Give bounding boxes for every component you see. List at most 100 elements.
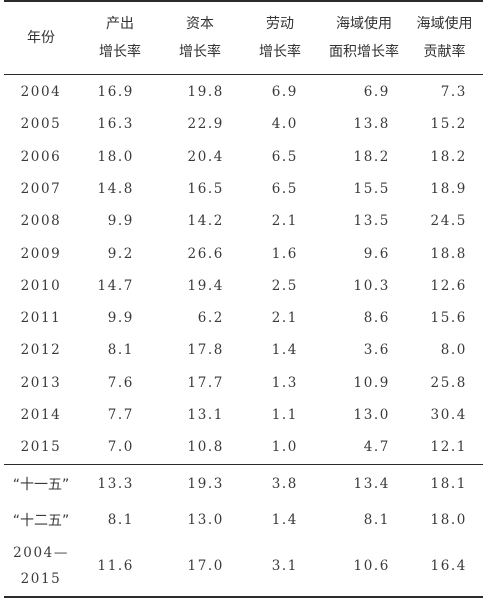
cell-labor: 6.9 — [271, 84, 298, 100]
header-output-line1: 产出 — [106, 16, 134, 32]
cell-contribution: 18.1 — [430, 476, 467, 492]
cell-year: 2009 — [20, 245, 62, 262]
table-row: 2010 14.7 19.4 2.5 10.3 12.6 — [4, 270, 483, 302]
cell-year: 2014 — [20, 407, 62, 423]
cell-output: 8.1 — [107, 512, 134, 528]
cell-contribution: 7.3 — [440, 84, 467, 100]
cell-sea-area: 9.6 — [363, 245, 390, 262]
header-rule — [4, 74, 483, 75]
growth-rate-table: 年份 产出 增长率 资本 增长率 劳动 增长率 海域使用 面积增长率 海域使用 … — [4, 0, 483, 598]
cell-capital: 19.4 — [187, 277, 224, 294]
cell-capital: 22.9 — [187, 116, 224, 133]
table-row: 2004 16.9 19.8 6.9 6.9 7.3 — [4, 76, 483, 108]
table-row: 2014 7.7 13.1 1.1 13.0 30.4 — [4, 399, 483, 431]
cell-year: 2006 — [20, 148, 62, 165]
cell-capital: 13.0 — [187, 512, 224, 528]
header-sea-area-line1: 海域使用 — [336, 16, 392, 32]
table-row: 2007 14.8 16.5 6.5 15.5 18.9 — [4, 173, 483, 205]
header-capital: 资本 增长率 — [162, 2, 238, 74]
table-row: 2005 16.3 22.9 4.0 13.8 15.2 — [4, 108, 483, 140]
cell-output: 13.3 — [97, 476, 134, 492]
cell-contribution: 18.0 — [430, 512, 467, 528]
cell-output: 14.8 — [97, 180, 134, 197]
cell-contribution: 12.1 — [430, 439, 467, 456]
cell-labor: 6.5 — [271, 148, 298, 165]
cell-year: 2004 — [20, 84, 62, 100]
cell-capital: 13.1 — [187, 407, 224, 423]
cell-contribution: 18.8 — [430, 245, 467, 262]
table-row: 2009 9.2 26.6 1.6 9.6 18.8 — [4, 238, 483, 270]
cell-contribution: 15.6 — [430, 310, 467, 327]
cell-sea-area: 3.6 — [363, 342, 390, 359]
cell-period: “十一五” — [12, 477, 70, 493]
header-contribution-line2: 贡献率 — [423, 44, 466, 60]
header-sea-area: 海域使用 面积增长率 — [322, 2, 406, 74]
cell-sea-area: 10.3 — [353, 277, 390, 294]
cell-sea-area: 8.6 — [363, 310, 390, 327]
cell-year: 2007 — [20, 180, 62, 197]
cell-period: 2004— 2015 — [4, 538, 78, 594]
table-row: 2013 7.6 17.7 1.3 10.9 25.8 — [4, 367, 483, 399]
cell-sea-area: 10.6 — [353, 558, 390, 574]
cell-contribution: 16.4 — [430, 558, 467, 574]
cell-output: 9.2 — [107, 245, 134, 262]
cell-capital: 6.2 — [197, 310, 224, 327]
cell-sea-area: 4.7 — [363, 439, 390, 456]
cell-contribution: 25.8 — [430, 374, 467, 391]
cell-year: 2013 — [20, 374, 62, 391]
cell-output: 11.6 — [97, 558, 134, 574]
cell-sea-area: 8.1 — [363, 512, 390, 528]
cell-labor: 1.0 — [271, 439, 298, 456]
table-row-summary: “十二五” 8.1 13.0 1.4 8.1 18.0 — [4, 502, 483, 538]
cell-year: 2012 — [20, 342, 62, 359]
cell-labor: 4.0 — [271, 116, 298, 133]
cell-year: 2008 — [20, 213, 62, 230]
cell-output: 16.9 — [97, 84, 134, 100]
cell-output: 9.9 — [107, 310, 134, 327]
table-top-rule — [4, 0, 483, 2]
cell-output: 16.3 — [97, 116, 134, 133]
cell-output: 8.1 — [107, 342, 134, 359]
cell-labor: 1.6 — [271, 245, 298, 262]
cell-sea-area: 18.2 — [353, 148, 390, 165]
table-row-summary: “十一五” 13.3 19.3 3.8 13.4 18.1 — [4, 466, 483, 502]
summary-rule — [4, 464, 483, 465]
cell-output: 7.0 — [107, 439, 134, 456]
cell-sea-area: 6.9 — [363, 84, 390, 100]
cell-contribution: 18.2 — [430, 148, 467, 165]
header-labor: 劳动 增长率 — [238, 2, 322, 74]
cell-capital: 10.8 — [187, 439, 224, 456]
cell-sea-area: 13.5 — [353, 213, 390, 230]
cell-contribution: 15.2 — [430, 116, 467, 133]
cell-capital: 17.0 — [187, 558, 224, 574]
cell-sea-area: 15.5 — [353, 180, 390, 197]
cell-year: 2015 — [20, 439, 62, 456]
cell-year: 2011 — [20, 310, 62, 327]
cell-capital: 16.5 — [187, 180, 224, 197]
period-line2: 2015 — [20, 571, 62, 587]
header-contribution: 海域使用 贡献率 — [406, 2, 483, 74]
cell-capital: 17.8 — [187, 342, 224, 359]
period-line1: 2004— — [13, 545, 69, 561]
table-row: 2006 18.0 20.4 6.5 18.2 18.2 — [4, 141, 483, 173]
cell-contribution: 8.0 — [440, 342, 467, 359]
header-capital-line1: 资本 — [186, 16, 214, 32]
header-sea-area-line2: 面积增长率 — [329, 44, 399, 60]
header-year: 年份 — [4, 2, 78, 74]
cell-period: “十二五” — [12, 513, 70, 529]
table-row-overall: 2004— 2015 11.6 17.0 3.1 10.6 16.4 — [4, 538, 483, 594]
cell-output: 14.7 — [97, 277, 134, 294]
cell-labor: 1.4 — [271, 512, 298, 528]
cell-capital: 26.6 — [187, 245, 224, 262]
cell-labor: 2.1 — [271, 213, 298, 230]
cell-contribution: 30.4 — [430, 407, 467, 423]
cell-labor: 3.1 — [271, 558, 298, 574]
cell-labor: 1.3 — [271, 374, 298, 391]
cell-sea-area: 13.0 — [353, 407, 390, 423]
cell-labor: 1.4 — [271, 342, 298, 359]
cell-capital: 14.2 — [187, 213, 224, 230]
cell-labor: 6.5 — [271, 180, 298, 197]
cell-sea-area: 13.8 — [353, 116, 390, 133]
cell-capital: 17.7 — [187, 374, 224, 391]
cell-sea-area: 10.9 — [353, 374, 390, 391]
